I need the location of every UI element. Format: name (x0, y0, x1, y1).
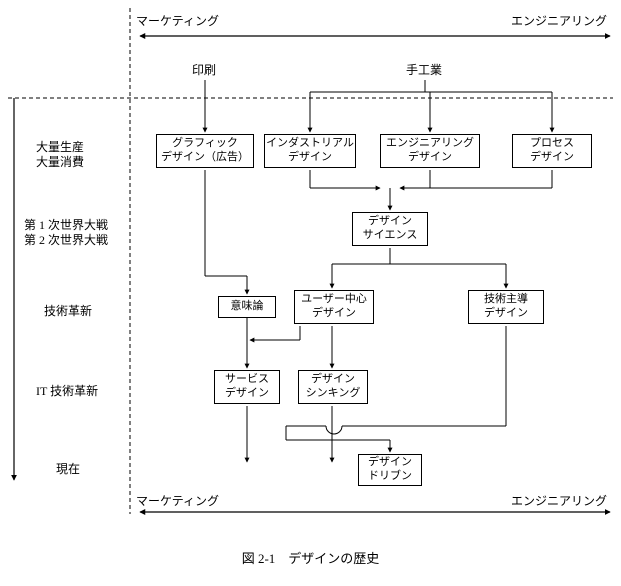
node-design-driven: デザイン ドリブン (358, 454, 422, 486)
axis-top-left: マーケティング (136, 14, 219, 29)
node-semantics: 意味論 (218, 296, 276, 318)
era-it-innovation: IT 技術革新 (36, 384, 98, 399)
axis-bottom-right: エンジニアリング (511, 494, 607, 509)
node-design-science: デザイン サイエンス (352, 212, 428, 246)
era-tech-innovation: 技術革新 (44, 304, 92, 319)
era-mass-production: 大量生産 大量消費 (36, 140, 84, 170)
node-engineering-design: エンジニアリング デザイン (380, 134, 480, 168)
node-service-design: サービス デザイン (214, 370, 280, 404)
origin-handicraft: 手工業 (406, 63, 442, 78)
axis-bottom-left: マーケティング (136, 494, 219, 509)
node-process-design: プロセス デザイン (512, 134, 592, 168)
node-industrial-design: インダストリアル デザイン (264, 134, 356, 168)
node-design-thinking: デザイン シンキング (298, 370, 368, 404)
origin-printing: 印刷 (192, 63, 216, 78)
node-graphic-design: グラフィック デザイン（広告） (156, 134, 254, 168)
era-present: 現在 (56, 462, 80, 477)
node-tech-led-design: 技術主導 デザイン (468, 290, 544, 324)
node-user-centered-design: ユーザー中心 デザイン (294, 290, 374, 324)
figure-caption: 図 2-1 デザインの歴史 (0, 548, 621, 567)
era-world-wars: 第 1 次世界大戦 第 2 次世界大戦 (24, 218, 108, 248)
axis-top-right: エンジニアリング (511, 14, 607, 29)
